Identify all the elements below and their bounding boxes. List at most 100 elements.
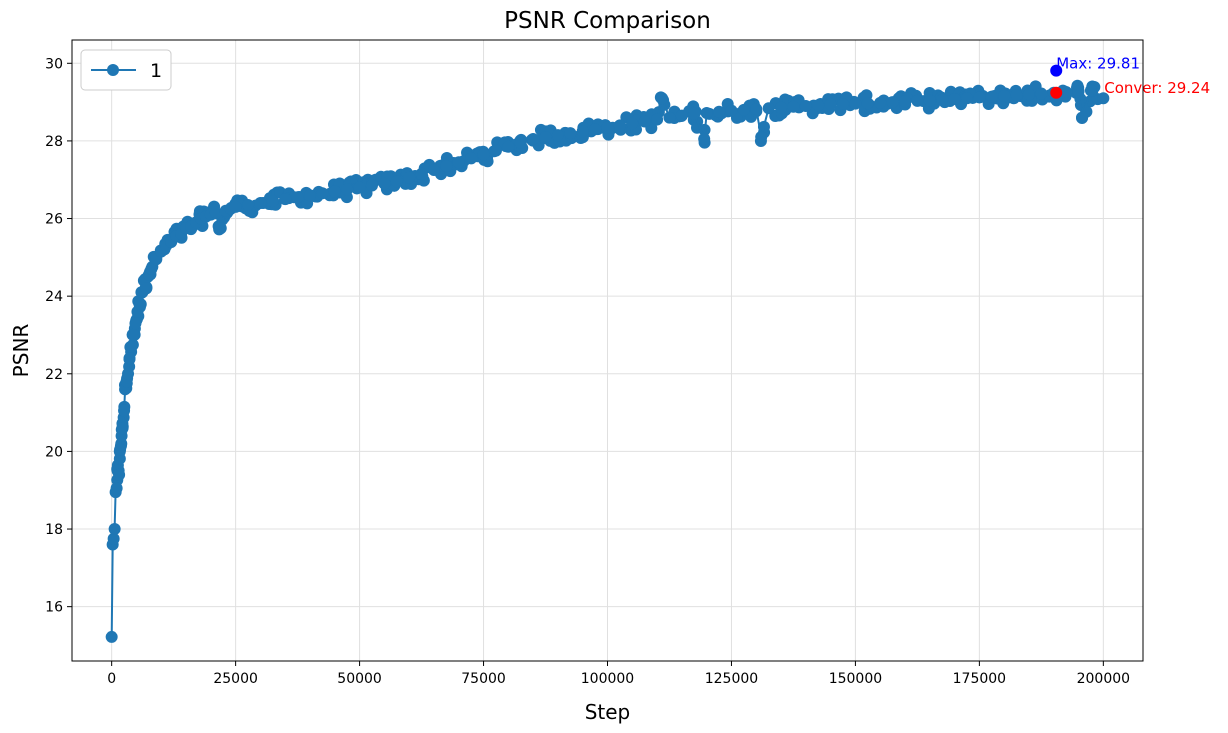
grid-layer [72, 40, 1143, 661]
max-point [1050, 64, 1063, 77]
x-tick-label: 25000 [213, 671, 258, 687]
max-label: Max: 29.81 [1056, 55, 1140, 73]
series-point [861, 97, 874, 110]
series-point [514, 136, 527, 149]
series-point [465, 152, 478, 165]
series-point [998, 89, 1011, 102]
series-point [698, 132, 711, 145]
series-point [129, 317, 142, 330]
y-tick-label: 20 [45, 444, 63, 460]
series-point [440, 160, 453, 173]
series-point [886, 96, 899, 109]
series-point [133, 297, 146, 310]
series-point [291, 191, 304, 204]
series-point [656, 92, 669, 105]
series-point [675, 109, 688, 122]
series-point [762, 102, 775, 115]
series-point [799, 99, 812, 112]
x-tick-label: 0 [107, 671, 116, 687]
series-point [1022, 88, 1035, 101]
series-point [713, 105, 726, 118]
legend: 1 [80, 49, 172, 91]
series-point [378, 177, 391, 190]
series-point [328, 185, 341, 198]
series-point [122, 367, 135, 380]
series-point [725, 104, 738, 117]
series-point [390, 175, 403, 188]
y-tick-label: 18 [45, 522, 63, 538]
series-point [1076, 111, 1089, 124]
y-axis-title: PSNR [9, 324, 33, 378]
legend-marker-swatch [107, 64, 119, 76]
series-point [564, 127, 577, 140]
series-point [229, 200, 242, 213]
series-point [108, 523, 121, 536]
x-tick-layer: 0 25000 50000 75000 100000 125000 150000 175000… [107, 661, 1130, 687]
series-point [899, 95, 911, 108]
x-tick-label: 175000 [953, 671, 1006, 687]
series-point [911, 94, 924, 107]
series-point [737, 103, 750, 116]
series-point [365, 179, 378, 192]
series-point [415, 167, 428, 180]
series-point [551, 129, 564, 142]
series-point [700, 106, 713, 119]
x-axis-title: Step [585, 700, 631, 724]
series-point [688, 107, 701, 120]
y-tick-label: 30 [45, 56, 63, 72]
series-point [812, 99, 825, 112]
series-point [145, 262, 158, 275]
y-tick-label: 24 [45, 289, 63, 305]
x-tick-label: 75000 [461, 671, 506, 687]
series-point [114, 443, 127, 456]
series-point [775, 101, 788, 114]
series-point [601, 121, 614, 134]
series-point [849, 97, 862, 110]
series-point [110, 482, 123, 495]
series-point [985, 90, 998, 103]
series-point [123, 352, 136, 365]
conver-point [1050, 86, 1063, 99]
series-point [452, 156, 465, 169]
series-point [427, 164, 440, 177]
series-point [651, 113, 664, 126]
series-point [266, 195, 279, 208]
series-point [125, 340, 138, 353]
series-point [527, 132, 540, 145]
series-point [874, 96, 887, 109]
series-point [254, 197, 267, 210]
series-point [837, 98, 850, 111]
series-point [936, 93, 949, 106]
series-point [1060, 86, 1073, 99]
series-point [750, 103, 763, 116]
series-point [341, 183, 354, 196]
series-point [127, 328, 140, 341]
y-tick-label: 28 [45, 134, 63, 150]
chart-title: PSNR Comparison [504, 8, 711, 34]
series-point [539, 131, 552, 144]
y-tick-label: 16 [45, 600, 63, 616]
series-point [118, 404, 131, 417]
series-point [960, 92, 973, 105]
x-tick-label: 100000 [581, 671, 634, 687]
series-point [663, 111, 676, 124]
annotation-layer: Max: 29.81 Conver: 29.24 [1050, 55, 1210, 99]
series-point [403, 171, 416, 184]
series-point [613, 119, 626, 132]
series-point [1035, 87, 1048, 100]
series-point [316, 187, 329, 200]
series-point [1072, 85, 1085, 98]
series-layer [105, 84, 1110, 643]
series-point [923, 94, 936, 107]
series-point [589, 123, 602, 136]
y-tick-label: 26 [45, 212, 63, 228]
series-point [1084, 84, 1097, 97]
series-point [755, 131, 768, 144]
series-point [107, 532, 120, 545]
series-point [824, 98, 837, 111]
series-point [279, 193, 292, 206]
x-tick-label: 50000 [337, 671, 382, 687]
series-point [214, 222, 227, 235]
